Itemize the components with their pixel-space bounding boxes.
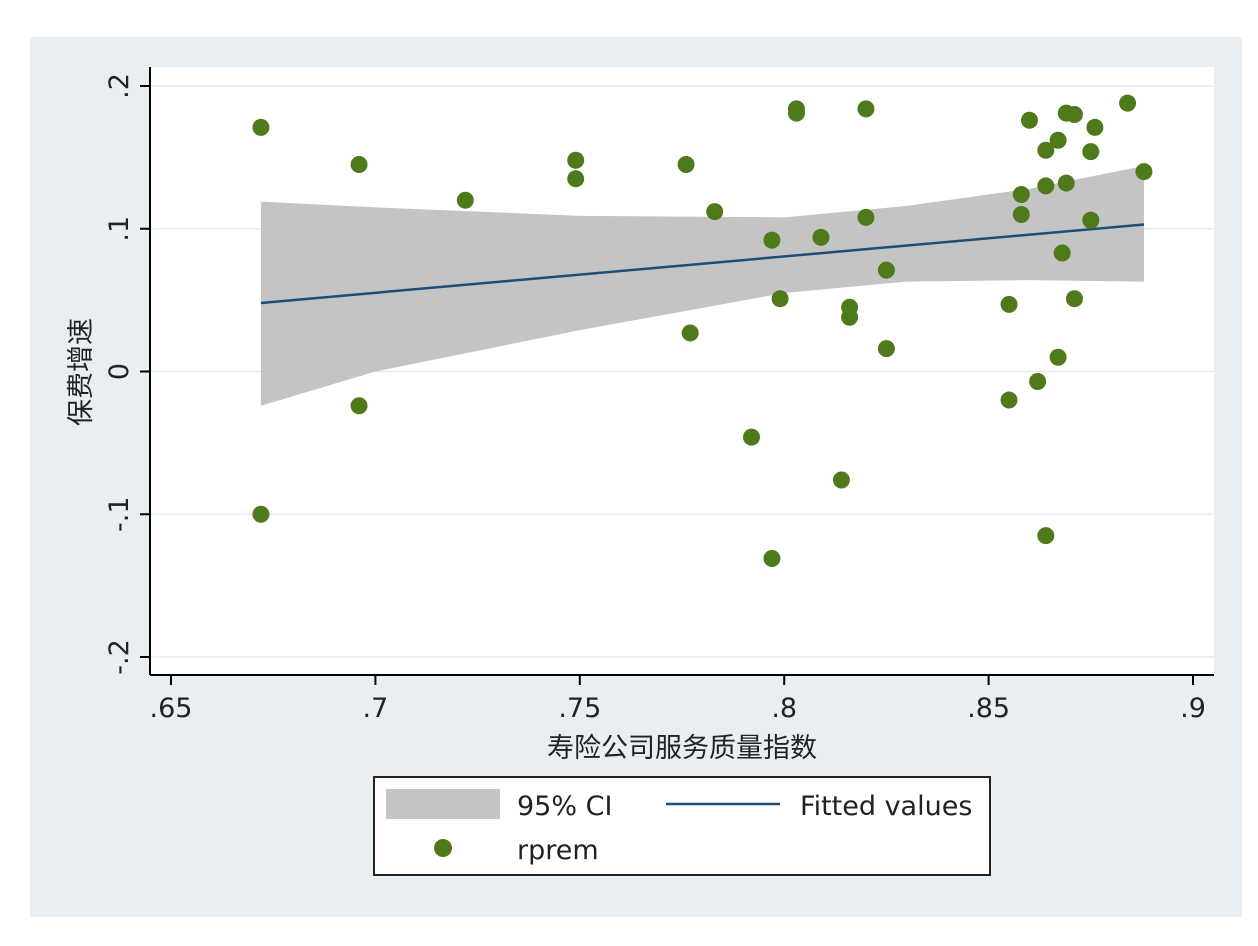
legend-marker-swatch [434, 839, 452, 857]
x-tick-label: .75 [558, 693, 601, 724]
x-axis-title: 寿险公司服务质量指数 [547, 733, 817, 764]
y-axis-ticks: -.2 -.1 0 .1 .2 [104, 73, 150, 675]
data-point [787, 104, 805, 122]
data-point [1037, 527, 1055, 545]
data-point [706, 203, 724, 221]
data-point [1057, 174, 1075, 192]
data-point [832, 471, 850, 489]
data-point [1000, 295, 1018, 313]
x-tick-label: .85 [967, 693, 1010, 724]
data-point [1049, 348, 1067, 366]
data-point [1082, 211, 1100, 229]
data-point [857, 208, 875, 226]
legend-marker-label: rprem [517, 835, 599, 866]
data-point [1020, 111, 1038, 129]
x-tick-label: .9 [1180, 693, 1206, 724]
data-point [1012, 205, 1030, 223]
chart-figure: -.2 -.1 0 .1 .2 .65 .7 .75 .8 .85 .9 保费增速 寿险公司服务质… [30, 37, 1242, 917]
data-point [857, 100, 875, 118]
data-point [1049, 131, 1067, 149]
data-point [763, 550, 781, 568]
data-point [1082, 143, 1100, 161]
data-point [1086, 118, 1104, 136]
x-tick-label: .8 [771, 693, 797, 724]
data-point [252, 505, 270, 523]
legend-ci-label: 95% CI [517, 791, 612, 822]
legend-ci-swatch [386, 789, 500, 819]
data-point [1135, 163, 1153, 181]
data-point [742, 428, 760, 446]
fitted-line [260, 223, 1145, 305]
data-point [677, 156, 695, 174]
y-tick-label: -.2 [104, 639, 135, 675]
data-point [350, 156, 368, 174]
x-tick-label: .65 [150, 693, 193, 724]
y-tick-label: 0 [104, 363, 135, 380]
data-point [1119, 94, 1137, 112]
y-tick-label: .1 [104, 216, 135, 242]
data-point [841, 308, 859, 326]
data-point [812, 228, 830, 246]
y-axis-title: 保费增速 [66, 318, 97, 426]
data-point [1037, 177, 1055, 195]
x-tick-label: .7 [363, 693, 389, 724]
data-point [1029, 372, 1047, 390]
legend: 95% CI Fitted values rprem [373, 776, 991, 876]
data-point [1053, 244, 1071, 262]
legend-fit-label: Fitted values [800, 791, 972, 822]
ci-band [260, 165, 1144, 406]
data-point [877, 261, 895, 279]
data-point [1012, 185, 1030, 203]
data-point [1065, 290, 1083, 308]
data-point [1000, 391, 1018, 409]
y-tick-label: .2 [104, 73, 135, 99]
data-point [567, 170, 585, 188]
x-axis-ticks: .65 .7 .75 .8 .85 .9 [150, 675, 1206, 724]
data-point [771, 290, 789, 308]
data-point [877, 340, 895, 358]
scatter-chart: -.2 -.1 0 .1 .2 .65 .7 .75 .8 .85 .9 保费增速 寿险公司服务质… [66, 67, 1214, 876]
data-point [1065, 106, 1083, 124]
y-tick-label: -.1 [104, 496, 135, 532]
data-point [350, 397, 368, 415]
data-point [681, 324, 699, 342]
data-point [1037, 141, 1055, 159]
data-point [763, 231, 781, 249]
data-point [252, 118, 270, 136]
data-point [567, 151, 585, 169]
data-point [456, 191, 474, 209]
data-points [252, 94, 1153, 568]
